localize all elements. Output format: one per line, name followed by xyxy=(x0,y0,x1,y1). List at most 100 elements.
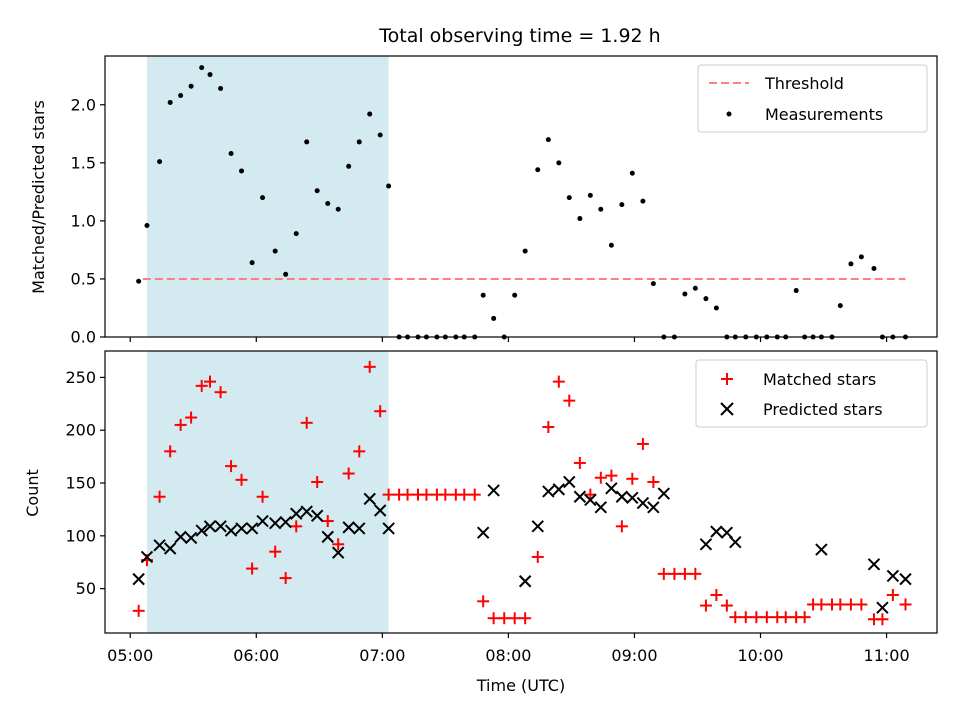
measurement-point xyxy=(325,200,331,206)
measurement-point xyxy=(249,260,255,266)
predicted-star-point xyxy=(235,522,248,535)
matched-star-point xyxy=(477,595,490,608)
matched-star-point xyxy=(508,612,521,625)
measurement-point xyxy=(837,303,843,309)
bottom-x-axis: 05:00 06:00 07:00 08:00 09:00 10:00 11:00 xyxy=(107,633,910,665)
matched-star-point xyxy=(573,456,586,469)
matched-star-point xyxy=(439,488,452,501)
matched-star-point xyxy=(290,520,303,533)
measurement-point xyxy=(598,206,604,212)
matched-star-point xyxy=(132,604,145,617)
matched-star-point xyxy=(899,598,912,611)
predicted-star-point xyxy=(657,487,671,500)
measurement-point xyxy=(283,271,289,277)
matched-star-point xyxy=(689,567,702,580)
predicted-star-point xyxy=(487,484,500,497)
matched-star-point xyxy=(699,599,712,612)
matched-star-point xyxy=(225,460,238,473)
measurement-point xyxy=(713,305,719,311)
predicted-star-point xyxy=(594,501,608,514)
matched-star-point xyxy=(300,416,313,429)
matched-star-point xyxy=(855,598,868,611)
matched-star-point xyxy=(636,437,649,450)
predicted-star-point xyxy=(163,542,177,555)
x-tick-label: 10:00 xyxy=(737,646,783,665)
predicted-star-point xyxy=(310,509,324,522)
predicted-star-point xyxy=(203,520,217,533)
x-axis-label: Time (UTC) xyxy=(476,676,565,695)
matched-star-point xyxy=(710,588,723,601)
bottom-y-tick-label: 200 xyxy=(65,421,96,440)
matched-star-point xyxy=(594,471,607,484)
x-tick-label: 05:00 xyxy=(107,646,153,665)
predicted-star-point xyxy=(867,558,881,571)
predicted-star-point xyxy=(542,485,555,498)
matched-star-point xyxy=(420,488,433,501)
predicted-star-point xyxy=(214,520,227,533)
bottom-legend: Matched stars Predicted stars xyxy=(695,359,928,428)
bottom-y-tick-label: 50 xyxy=(76,579,96,598)
predicted-star-point xyxy=(605,482,618,495)
top-y-axis: 0.0 0.5 1.0 1.5 2.0 xyxy=(71,95,105,347)
legend-measurements-label: Measurements xyxy=(765,105,883,124)
legend-predicted-swatch xyxy=(720,402,734,416)
measurement-point xyxy=(272,248,278,254)
predicted-star-point xyxy=(184,531,198,545)
measurement-point xyxy=(692,285,698,291)
measurement-point xyxy=(556,160,562,166)
predicted-star-point xyxy=(573,490,587,503)
matched-star-point xyxy=(235,473,248,486)
predicted-star-point xyxy=(153,539,166,552)
top-y-tick-label: 0.0 xyxy=(71,328,96,347)
top-axes-frame xyxy=(104,55,938,338)
bottom-axes-frame xyxy=(104,350,938,634)
measurement-point xyxy=(346,163,352,169)
predicted-star-point xyxy=(518,575,532,588)
predicted-star-point xyxy=(321,530,334,544)
matched-star-point xyxy=(668,567,681,580)
matched-star-point xyxy=(760,611,773,624)
predicted-star-point xyxy=(363,492,376,506)
predicted-star-point xyxy=(476,526,490,539)
matched-star-point xyxy=(729,611,742,624)
x-tick-label: 08:00 xyxy=(485,646,531,665)
legend-matched-label: Matched stars xyxy=(763,370,876,389)
measurement-point xyxy=(682,291,688,297)
x-tick-label: 09:00 xyxy=(611,646,657,665)
matched-star-point xyxy=(374,405,387,418)
measurement-point xyxy=(858,254,864,260)
matched-star-point xyxy=(468,488,481,501)
predicted-star-point xyxy=(876,601,889,614)
predicted-star-point xyxy=(531,520,544,533)
top-y-tick-label: 1.5 xyxy=(71,153,96,172)
predicted-star-point xyxy=(353,522,366,535)
measurement-point xyxy=(619,202,625,208)
measurement-point xyxy=(871,265,877,271)
predicted-star-point xyxy=(132,572,145,586)
measurement-point xyxy=(178,92,184,98)
measurement-point xyxy=(167,99,173,105)
measurement-point xyxy=(199,65,205,71)
predicted-star-point xyxy=(552,483,566,496)
measurement-point xyxy=(566,195,572,201)
predicted-star-point xyxy=(815,543,828,556)
matched-star-point xyxy=(332,538,345,551)
matched-star-point xyxy=(615,520,628,533)
measurement-point xyxy=(228,151,234,157)
measurement-point xyxy=(304,139,310,145)
predicted-star-point xyxy=(373,504,387,517)
matched-star-point xyxy=(876,613,889,626)
top-legend: Threshold Measurements xyxy=(697,64,928,133)
measurement-point xyxy=(314,188,320,194)
bottom-panel: 50 100 150 200 250 05:00 06:00 07:00 08:00 09:00… xyxy=(23,350,938,695)
measurement-point xyxy=(188,83,194,89)
matched-star-point xyxy=(246,562,259,575)
predicted-star-point xyxy=(584,493,597,507)
matched-star-point xyxy=(739,611,752,624)
measurement-point xyxy=(335,206,341,212)
bottom-y-axis-label: Count xyxy=(23,469,42,517)
matched-star-point xyxy=(458,488,471,501)
matched-star-point xyxy=(815,598,828,611)
predicted-star-point xyxy=(279,515,292,529)
